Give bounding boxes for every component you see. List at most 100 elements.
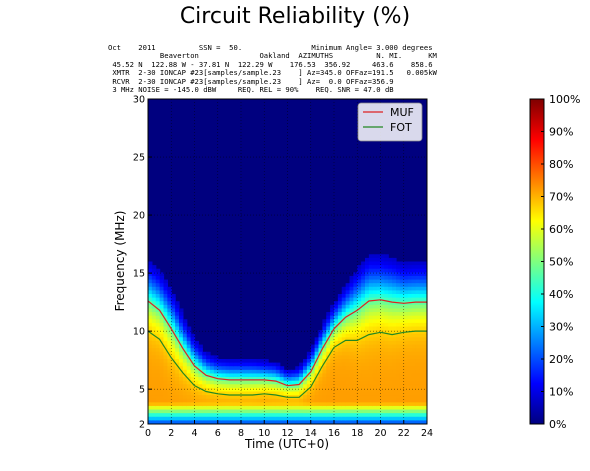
heatmap-cell (341, 294, 347, 299)
heatmap-cell (396, 416, 401, 421)
heatmap-cell (384, 377, 389, 382)
heatmap-cell (419, 380, 424, 385)
heatmap-cell (241, 366, 246, 371)
heatmap-cell (345, 344, 351, 349)
heatmap-cell (171, 402, 176, 407)
heatmap-cell (419, 362, 424, 367)
heatmap-cell (182, 398, 188, 403)
heatmap-cell (202, 413, 207, 418)
heatmap-cell (260, 387, 265, 393)
heatmap-cell (380, 268, 385, 273)
heatmap-cell (411, 344, 416, 349)
heatmap-cell (337, 402, 343, 407)
heatmap-cell (357, 398, 362, 403)
heatmap-cell (357, 373, 362, 378)
heatmap-cell (148, 420, 153, 424)
heatmap-cell (295, 409, 300, 414)
heatmap-cell (396, 413, 401, 418)
heatmap-cell (399, 275, 405, 281)
heatmap-cell (179, 351, 184, 356)
heatmap-cell (314, 398, 320, 403)
heatmap-cell (287, 405, 292, 411)
heatmap-cell (388, 268, 393, 273)
heatmap-cell (365, 416, 370, 421)
heatmap-cell (167, 369, 172, 375)
heatmap-cell (175, 391, 180, 396)
heatmap-cell (384, 272, 389, 277)
heatmap-cell (229, 416, 234, 421)
heatmap-cell (326, 326, 331, 331)
heatmap-cell (407, 355, 413, 360)
heatmap-cell (163, 279, 168, 284)
heatmap-cell (194, 362, 199, 367)
heatmap-cell (303, 402, 308, 407)
heatmap-cell (202, 402, 207, 407)
heatmap-cell (353, 420, 358, 424)
heatmap-cell (337, 297, 343, 302)
heatmap-cell (186, 351, 192, 356)
heatmap-cell (159, 319, 165, 324)
heatmap-cell (415, 402, 420, 407)
heatmap-cell (272, 395, 277, 400)
heatmap-cell (368, 304, 374, 310)
heatmap-cell (186, 340, 192, 346)
heatmap-cell (337, 344, 343, 349)
heatmap-cell (314, 359, 320, 364)
heatmap-cell (159, 377, 165, 382)
heatmap-cell (388, 319, 393, 324)
heatmap-cell (252, 380, 258, 385)
heatmap-cell (179, 355, 184, 360)
heatmap-cell (411, 348, 416, 353)
heatmap-cell (314, 409, 320, 414)
heatmap-cell (399, 283, 405, 288)
heatmap-cell (399, 362, 405, 367)
heatmap-cell (310, 362, 316, 367)
heatmap-cell (392, 265, 397, 270)
heatmap-cell (361, 420, 366, 424)
heatmap-cell (407, 272, 413, 277)
heatmap-cell (159, 294, 165, 299)
heatmap-cell (399, 290, 405, 295)
heatmap-cell (403, 340, 409, 346)
heatmap-cell (291, 373, 296, 378)
heatmap-cell (155, 416, 161, 421)
heatmap-cell (403, 391, 409, 396)
heatmap-cell (175, 333, 180, 338)
heatmap-cell (241, 387, 246, 393)
heatmap-cell (337, 359, 343, 364)
heatmap-cell (279, 391, 285, 396)
heatmap-cell (163, 391, 168, 396)
heatmap-cell (275, 384, 281, 389)
heatmap-cell (194, 413, 199, 418)
heatmap-cell (179, 348, 184, 353)
heatmap-cell (341, 326, 347, 331)
heatmap-cell (349, 294, 354, 299)
heatmap-cell (260, 377, 265, 382)
heatmap-cell (380, 373, 385, 378)
heatmap-cell (221, 369, 227, 375)
heatmap-cell (272, 369, 277, 375)
heatmap-cell (291, 391, 296, 396)
heatmap-cell (361, 402, 366, 407)
heatmap-cell (396, 283, 401, 288)
heatmap-cell (159, 362, 165, 367)
heatmap-cell (241, 398, 246, 403)
heatmap-cell (182, 377, 188, 382)
heatmap-cell (167, 286, 172, 291)
heatmap-cell (403, 297, 409, 302)
heatmap-cell (159, 275, 165, 281)
heatmap-cell (345, 362, 351, 367)
heatmap-cell (341, 290, 347, 295)
heatmap-cell (264, 416, 269, 421)
heatmap-cell (345, 366, 351, 371)
heatmap-cell (233, 405, 238, 411)
heatmap-cell (237, 384, 242, 389)
heatmap-cell (330, 413, 335, 418)
heatmap-cell (365, 272, 370, 277)
heatmap-cell (376, 398, 382, 403)
heatmap-cell (159, 333, 165, 338)
heatmap-cell (403, 366, 409, 371)
heatmap-cell (179, 333, 184, 338)
heatmap-cell (388, 387, 393, 393)
heatmap-cell (376, 268, 382, 273)
